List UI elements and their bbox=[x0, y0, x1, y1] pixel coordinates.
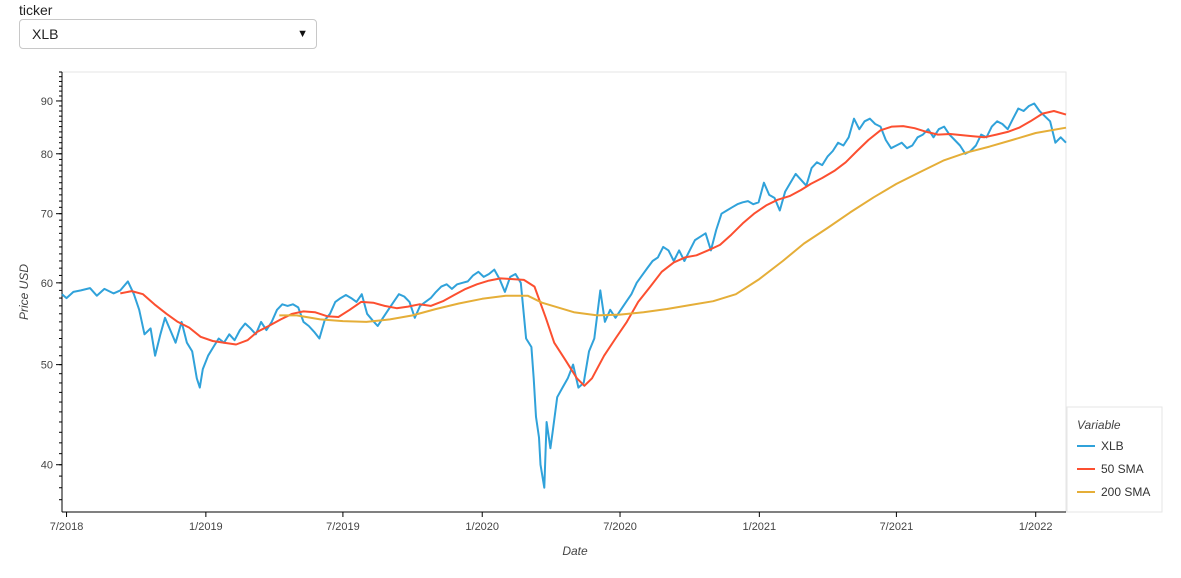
x-tick-label: 1/2019 bbox=[189, 521, 223, 533]
y-tick-label: 50 bbox=[41, 360, 53, 372]
x-tick-label: 7/2018 bbox=[50, 521, 84, 533]
y-tick-label: 80 bbox=[41, 149, 53, 161]
y-axis-label: Price USD bbox=[17, 264, 31, 320]
plot-frame bbox=[61, 71, 1067, 513]
x-tick-label: 1/2022 bbox=[1019, 521, 1053, 533]
x-axis: 7/2018 1/2019 7/2019 1/2020 7/2020 1/2021 7/20… bbox=[50, 512, 1053, 533]
x-tick-label: 7/2019 bbox=[326, 521, 360, 533]
y-tick-label: 60 bbox=[41, 278, 53, 290]
legend-title: Variable bbox=[1077, 418, 1121, 432]
legend-item-label: 50 SMA bbox=[1101, 462, 1144, 476]
chevron-down-icon: ▼ bbox=[297, 28, 308, 40]
ticker-label: ticker bbox=[19, 2, 53, 18]
x-tick-label: 1/2021 bbox=[743, 521, 777, 533]
legend-item-label: XLB bbox=[1101, 439, 1124, 453]
y-tick-label: 40 bbox=[41, 460, 53, 472]
legend-item-label: 200 SMA bbox=[1101, 485, 1150, 499]
ticker-select[interactable]: XLB ▼ bbox=[19, 19, 317, 49]
series-line-2 bbox=[120, 110, 1067, 387]
y-tick-label: 90 bbox=[41, 96, 53, 108]
x-axis-label: Date bbox=[562, 544, 588, 558]
y-axis: 40 50 60 70 80 90 bbox=[41, 96, 62, 472]
x-tick-label: 7/2021 bbox=[880, 521, 914, 533]
legend-box bbox=[1066, 406, 1163, 513]
ticker-selected-value: XLB bbox=[32, 26, 59, 42]
x-tick-label: 1/2020 bbox=[465, 521, 499, 533]
legend: Variable XLB 50 SMA 200 SMA bbox=[1066, 406, 1163, 513]
series-line-3 bbox=[279, 126, 1067, 323]
series-line-1 bbox=[61, 102, 1067, 489]
x-tick-label: 7/2020 bbox=[603, 521, 637, 533]
y-tick-label: 70 bbox=[41, 209, 53, 221]
series-layer bbox=[61, 102, 1067, 489]
